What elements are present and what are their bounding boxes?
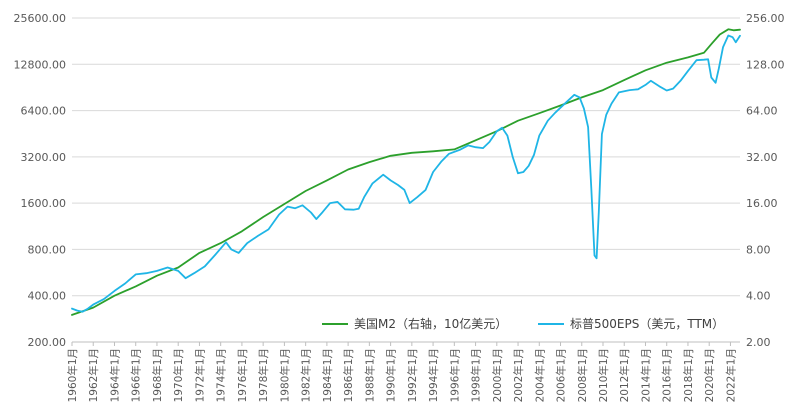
x-tick-label: 1978年1月 xyxy=(257,348,270,402)
x-tick-label: 2006年1月 xyxy=(555,348,568,402)
left-tick-label: 6400.00 xyxy=(21,105,67,118)
right-axis-ticks: 2.00 4.00 8.00 16.00 32.00 64.00 128.00 256.00 xyxy=(746,12,785,349)
x-tick-label: 2004年1月 xyxy=(533,348,546,402)
left-tick-label: 800.00 xyxy=(28,243,67,256)
x-tick-label: 1962年1月 xyxy=(87,348,100,402)
right-tick-label: 16.00 xyxy=(746,197,778,210)
x-tick-label: 1968年1月 xyxy=(151,348,164,402)
x-axis-ticks: 1960年1月 1962年1月 1964年1月 1966年1月 1968年1月 1970年… xyxy=(66,342,737,402)
x-tick-label: 1984年1月 xyxy=(321,348,334,402)
x-tick-label: 2022年1月 xyxy=(724,348,737,402)
right-tick-label: 128.00 xyxy=(746,58,785,71)
x-tick-label: 1964年1月 xyxy=(108,348,121,402)
series-line-sp500-eps xyxy=(71,34,741,313)
left-tick-label: 12800.00 xyxy=(14,58,67,71)
x-tick-label: 2000年1月 xyxy=(491,348,504,402)
x-tick-label: 1986年1月 xyxy=(342,348,355,402)
x-tick-label: 2016年1月 xyxy=(661,348,674,402)
x-tick-label: 1988年1月 xyxy=(363,348,376,402)
x-tick-label: 2020年1月 xyxy=(703,348,716,402)
legend: 美国M2（右轴，10亿美元） 标普500EPS（美元，TTM） xyxy=(322,316,724,331)
left-tick-label: 25600.00 xyxy=(14,12,67,25)
x-tick-label: 1974年1月 xyxy=(215,348,228,402)
x-tick-label: 1982年1月 xyxy=(300,348,313,402)
left-tick-label: 400.00 xyxy=(28,290,67,303)
x-tick-label: 2018年1月 xyxy=(682,348,695,402)
left-tick-label: 3200.00 xyxy=(21,151,67,164)
grid xyxy=(72,17,740,297)
x-tick-label: 1992年1月 xyxy=(406,348,419,402)
x-tick-label: 2002年1月 xyxy=(512,348,525,402)
x-tick-label: 1994年1月 xyxy=(427,348,440,402)
x-tick-label: 1960年1月 xyxy=(66,348,79,402)
left-axis-ticks: 200.00 400.00 800.00 1600.00 3200.00 6400.00 1… xyxy=(14,12,67,349)
legend-label: 美国M2（右轴，10亿美元） xyxy=(354,316,507,331)
x-tick-label: 1972年1月 xyxy=(193,348,206,402)
x-tick-label: 1966年1月 xyxy=(130,348,143,402)
x-tick-label: 1970年1月 xyxy=(172,348,185,402)
legend-label: 标普500EPS（美元，TTM） xyxy=(570,317,724,331)
x-tick-label: 1996年1月 xyxy=(448,348,461,402)
right-tick-label: 64.00 xyxy=(746,105,778,118)
right-tick-label: 32.00 xyxy=(746,151,778,164)
right-tick-label: 256.00 xyxy=(746,12,785,25)
x-tick-label: 1998年1月 xyxy=(470,348,483,402)
right-tick-label: 8.00 xyxy=(746,243,771,256)
x-tick-label: 1980年1月 xyxy=(278,348,291,402)
x-tick-label: 2010年1月 xyxy=(597,348,610,402)
x-tick-label: 2014年1月 xyxy=(639,348,652,402)
x-tick-label: 1990年1月 xyxy=(385,348,398,402)
x-tick-label: 2008年1月 xyxy=(576,348,589,402)
x-tick-label: 1976年1月 xyxy=(236,348,249,402)
left-tick-label: 200.00 xyxy=(28,336,67,349)
right-tick-label: 4.00 xyxy=(746,290,771,303)
series-layer xyxy=(71,28,741,316)
left-tick-label: 1600.00 xyxy=(21,197,67,210)
series-line-us-m2 xyxy=(71,28,741,316)
right-tick-label: 2.00 xyxy=(746,336,771,349)
x-tick-label: 2012年1月 xyxy=(618,348,631,402)
